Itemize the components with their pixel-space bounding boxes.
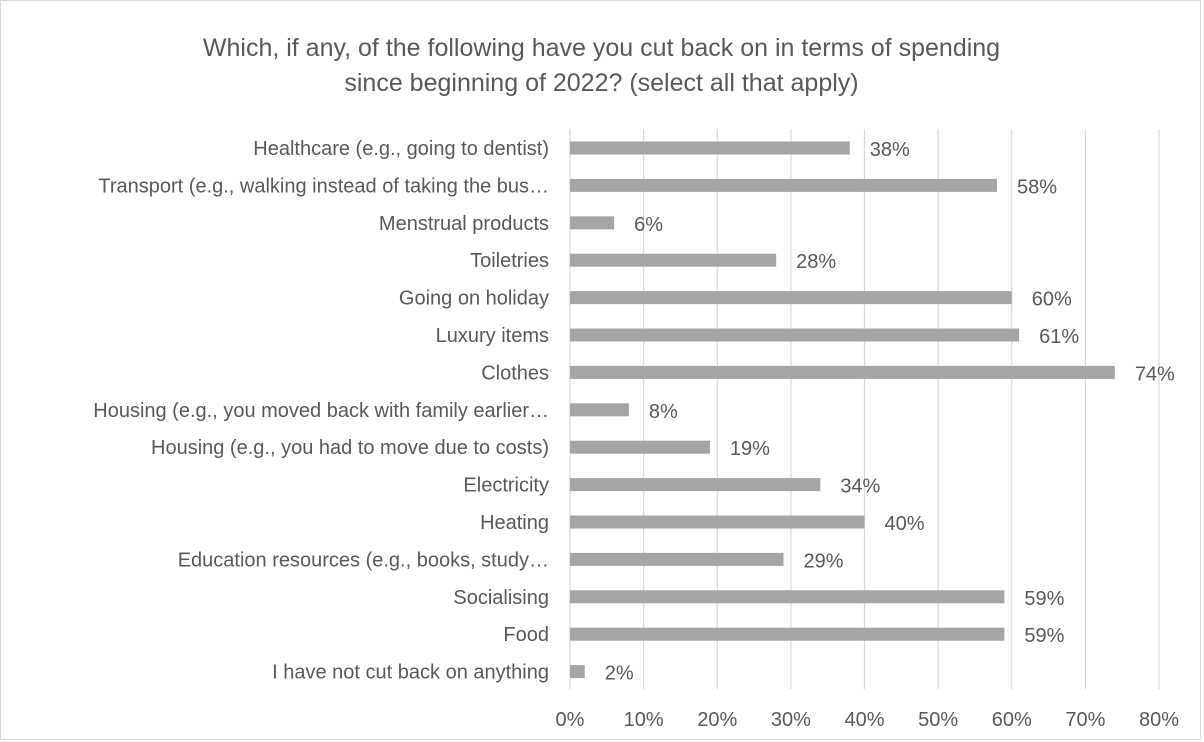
bar xyxy=(570,328,1020,342)
category-label: Electricity xyxy=(463,475,549,497)
bar xyxy=(570,365,1115,379)
category-label: Food xyxy=(503,624,549,646)
x-tick-label: 80% xyxy=(1139,709,1179,731)
category-label: Heating xyxy=(480,512,549,534)
bar xyxy=(570,515,865,529)
data-label: 61% xyxy=(1039,326,1079,348)
bar xyxy=(570,178,998,192)
category-label: Luxury items xyxy=(436,325,549,347)
category-label: Transport (e.g., walking instead of taki… xyxy=(98,175,549,197)
bar xyxy=(570,291,1012,305)
bar xyxy=(570,253,777,267)
bar xyxy=(570,216,615,230)
data-label: 8% xyxy=(649,401,678,423)
category-label: Housing (e.g., you had to move due to co… xyxy=(151,437,549,459)
data-label: 60% xyxy=(1032,289,1072,311)
chart-title-line-2: since beginning of 2022? (select all tha… xyxy=(344,69,859,97)
data-label: 34% xyxy=(840,476,880,498)
x-tick-label: 20% xyxy=(697,709,737,731)
bar xyxy=(570,478,821,492)
data-label: 28% xyxy=(796,251,836,273)
data-label: 58% xyxy=(1017,176,1057,198)
data-label: 74% xyxy=(1135,363,1175,385)
data-label: 29% xyxy=(804,550,844,572)
category-label: I have not cut back on anything xyxy=(272,662,549,684)
x-tick-label: 70% xyxy=(1065,709,1105,731)
x-tick-label: 50% xyxy=(918,709,958,731)
bar xyxy=(570,665,585,679)
x-tick-label: 40% xyxy=(844,709,884,731)
category-label: Going on holiday xyxy=(399,288,549,310)
category-label: Menstrual products xyxy=(379,213,549,235)
bar xyxy=(570,552,784,566)
chart-title-line-1: Which, if any, of the following have you… xyxy=(202,34,1001,62)
x-tick-label: 0% xyxy=(556,709,585,731)
category-label: Socialising xyxy=(453,587,549,609)
bar xyxy=(570,590,1005,604)
bar xyxy=(570,141,850,155)
bar xyxy=(570,440,710,454)
data-label: 40% xyxy=(885,513,925,535)
data-label: 2% xyxy=(605,663,634,685)
category-label: Education resources (e.g., books, study… xyxy=(178,549,549,571)
chart-title: Which, if any, of the following have you… xyxy=(1,31,1202,101)
data-label: 59% xyxy=(1024,588,1064,610)
bar xyxy=(570,403,629,417)
x-tick-label: 60% xyxy=(992,709,1032,731)
category-label: Housing (e.g., you moved back with famil… xyxy=(93,400,549,422)
data-label: 6% xyxy=(634,214,663,236)
x-tick-label: 10% xyxy=(624,709,664,731)
x-tick-label: 30% xyxy=(771,709,811,731)
bar xyxy=(570,627,1005,641)
data-label: 59% xyxy=(1024,625,1064,647)
data-label: 19% xyxy=(730,438,770,460)
data-label: 38% xyxy=(870,139,910,161)
category-label: Toiletries xyxy=(470,250,549,272)
category-label: Healthcare (e.g., going to dentist) xyxy=(253,138,549,160)
category-label: Clothes xyxy=(481,362,549,384)
